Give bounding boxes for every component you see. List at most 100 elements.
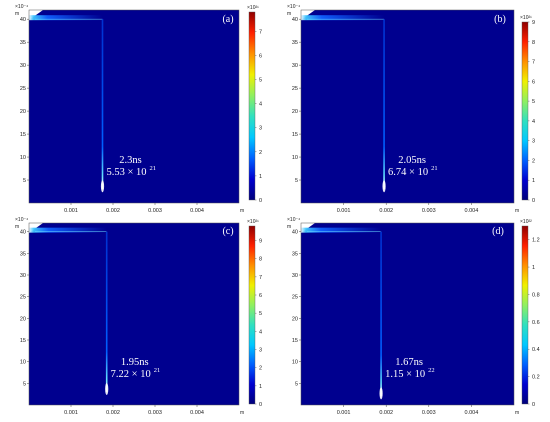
x-tick-label: 0.001: [337, 208, 351, 214]
y-tick-label: 25: [20, 295, 26, 301]
colorbar-tick-label: 1: [532, 265, 535, 271]
panel-label: (a): [222, 14, 233, 25]
x-tick-label: 0.002: [379, 208, 393, 214]
colorbar-tick-label: 0: [532, 198, 535, 204]
x-tick-label: 0.002: [379, 410, 393, 416]
heatmap-background: [301, 10, 514, 203]
peak-value-label: 7.22 × 10: [111, 369, 151, 380]
y-unit-label: m: [15, 224, 19, 230]
y-exponent-label: ×10⁻⁴: [287, 4, 300, 10]
colorbar-tick-label: 1: [259, 174, 262, 180]
colorbar-tick-label: 9: [532, 20, 535, 26]
heatmap-background: [29, 223, 239, 405]
x-tick-label: 0.002: [106, 410, 120, 416]
panel-b: 0.001 0.002 0.003 0.004 m510152025303540×10⁻…: [287, 4, 535, 214]
y-exponent-label: ×10⁻⁴: [15, 217, 28, 223]
colorbar-tick-label: 0: [259, 198, 262, 204]
y-tick-label: 25: [292, 295, 298, 301]
colorbar-tick-label: 4: [532, 119, 535, 125]
plot-frame: [28, 222, 240, 406]
heatmap-background: [29, 10, 239, 203]
y-tick-label: 40: [20, 230, 26, 236]
y-tick-label: 30: [292, 63, 298, 69]
panel-d: 0.001 0.002 0.003 0.004 m510152025303540×10⁻…: [287, 217, 540, 416]
x-tick-label: 0.003: [148, 208, 162, 214]
x-tick-label: 0.004: [190, 208, 204, 214]
streamer-head: [105, 383, 109, 395]
y-exponent-label: ×10⁻⁴: [15, 4, 28, 10]
time-label: 2.3ns: [119, 155, 141, 166]
x-tick-label: 0.003: [148, 410, 162, 416]
colorbar-exponent-label: ×10²¹: [247, 219, 259, 225]
peak-exponent-label: 21: [150, 165, 157, 172]
colorbar-tick-label: 2: [259, 150, 262, 156]
horizontal-streamer: [29, 227, 107, 233]
colorbar-tick-label: 8: [532, 40, 535, 46]
colorbar-tick-label: 2: [532, 158, 535, 164]
y-tick-label: 40: [292, 17, 298, 23]
x-tick-label: 0.002: [106, 208, 120, 214]
colorbar: [521, 21, 529, 201]
panel-a: 0.001 0.002 0.003 0.004 m510152025303540×10⁻…: [15, 4, 262, 214]
y-tick-label: 5: [295, 381, 298, 387]
colorbar: [521, 225, 529, 405]
colorbar-exponent-label: ×10²¹: [520, 15, 532, 21]
colorbar-tick-label: 4: [259, 329, 262, 335]
x-tick-label: 0.004: [465, 208, 479, 214]
x-tick-label: 0.001: [337, 410, 351, 416]
x-tick-label: 0.001: [64, 208, 78, 214]
y-tick-label: 30: [292, 273, 298, 279]
x-unit-label: m: [240, 208, 244, 214]
streamer-head: [379, 387, 383, 400]
x-unit-label: m: [515, 208, 519, 214]
y-tick-label: 25: [292, 86, 298, 92]
y-tick-label: 10: [20, 360, 26, 366]
colorbar-tick-label: 5: [532, 99, 535, 105]
vertical-streamer: [383, 19, 385, 190]
colorbar-exponent-label: ×10²¹: [247, 5, 259, 11]
heatmap-background: [301, 223, 514, 405]
x-tick-label: 0.003: [422, 410, 436, 416]
horizontal-streamer: [301, 15, 385, 21]
y-unit-label: m: [15, 11, 19, 17]
colorbar-tick-label: 6: [259, 53, 262, 59]
x-tick-label: 0.003: [422, 208, 436, 214]
colorbar-tick-label: 7: [532, 60, 535, 66]
y-unit-label: m: [287, 11, 291, 17]
vertical-streamer: [105, 231, 108, 392]
y-tick-label: 10: [292, 360, 298, 366]
x-tick-label: 0.004: [190, 410, 204, 416]
horizontal-streamer: [29, 15, 103, 21]
panel-c: 0.001 0.002 0.003 0.004 m510152025303540×10⁻…: [15, 217, 262, 416]
y-tick-label: 5: [23, 381, 26, 387]
peak-exponent-label: 22: [428, 367, 435, 374]
y-tick-label: 35: [20, 40, 26, 46]
panel-label: (c): [222, 226, 233, 237]
y-tick-label: 5: [295, 178, 298, 184]
panel-label: (b): [494, 14, 506, 25]
colorbar-tick-label: 6: [259, 293, 262, 299]
y-tick-label: 10: [292, 155, 298, 161]
colorbar-tick-label: 1: [532, 178, 535, 184]
y-tick-label: 35: [292, 251, 298, 257]
colorbar-tick-label: 7: [259, 275, 262, 281]
colorbar-exponent-label: ×10²²: [520, 219, 532, 225]
peak-exponent-label: 21: [431, 165, 438, 172]
colorbar-tick-label: 0.4: [532, 347, 540, 353]
y-tick-label: 30: [20, 273, 26, 279]
y-tick-label: 20: [20, 316, 26, 322]
streamer-head: [100, 180, 105, 193]
plot-frame: [300, 9, 515, 204]
y-tick-label: 10: [20, 155, 26, 161]
time-label: 2.05ns: [398, 155, 426, 166]
x-tick-label: 0.001: [64, 410, 78, 416]
y-tick-label: 20: [292, 316, 298, 322]
x-unit-label: m: [515, 410, 519, 416]
colorbar-tick-label: 0: [532, 402, 535, 408]
colorbar: [248, 11, 256, 201]
colorbar-tick-label: 9: [259, 239, 262, 245]
y-tick-label: 35: [292, 40, 298, 46]
plot-frame: [300, 222, 515, 406]
time-label: 1.95ns: [121, 357, 149, 368]
